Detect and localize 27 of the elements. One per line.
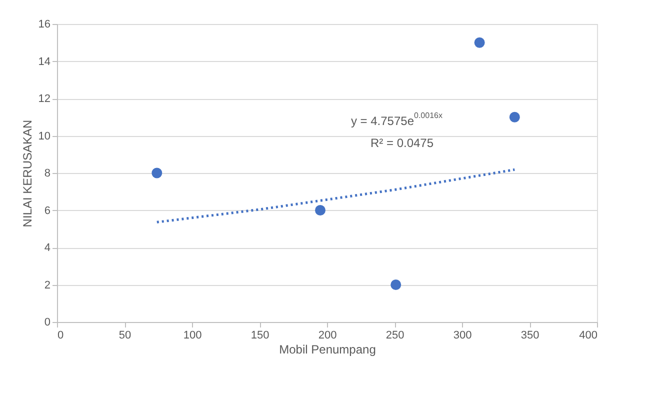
x-tick-label: 300 — [453, 330, 472, 342]
y-tick-label: 12 — [38, 93, 50, 105]
y-tick-label: 6 — [44, 204, 50, 217]
y-tick-label: 4 — [44, 242, 50, 254]
x-tick-label: 250 — [386, 330, 404, 342]
point — [152, 168, 162, 178]
line-series — [156, 168, 516, 224]
point — [390, 280, 402, 290]
x-tick-label: 100 — [183, 330, 202, 342]
y-axis-title: NILAI KERUSAKAN — [20, 120, 34, 228]
x-tick-label: 50 — [118, 330, 132, 342]
point — [315, 205, 326, 216]
point — [474, 37, 485, 48]
y-tick-label: 16 — [38, 18, 50, 30]
y-tick-label: 8 — [44, 168, 50, 180]
y-tick-label: 2 — [44, 279, 50, 292]
x-tick-label: 150 — [250, 330, 270, 342]
x-tick-label: 200 — [318, 330, 337, 342]
y-tick-label: 14 — [38, 56, 50, 68]
x-tick-label: 0 — [58, 330, 64, 342]
y-tick-label: 0 — [44, 316, 50, 328]
x-axis-title: Mobil Penumpang — [279, 342, 376, 356]
x-tick-label: 400 — [579, 330, 598, 342]
y-tick-label: 10 — [38, 130, 50, 142]
point — [509, 112, 520, 122]
annotation: R² = 0.0475 — [370, 136, 434, 150]
x-tick-label: 350 — [520, 330, 540, 342]
